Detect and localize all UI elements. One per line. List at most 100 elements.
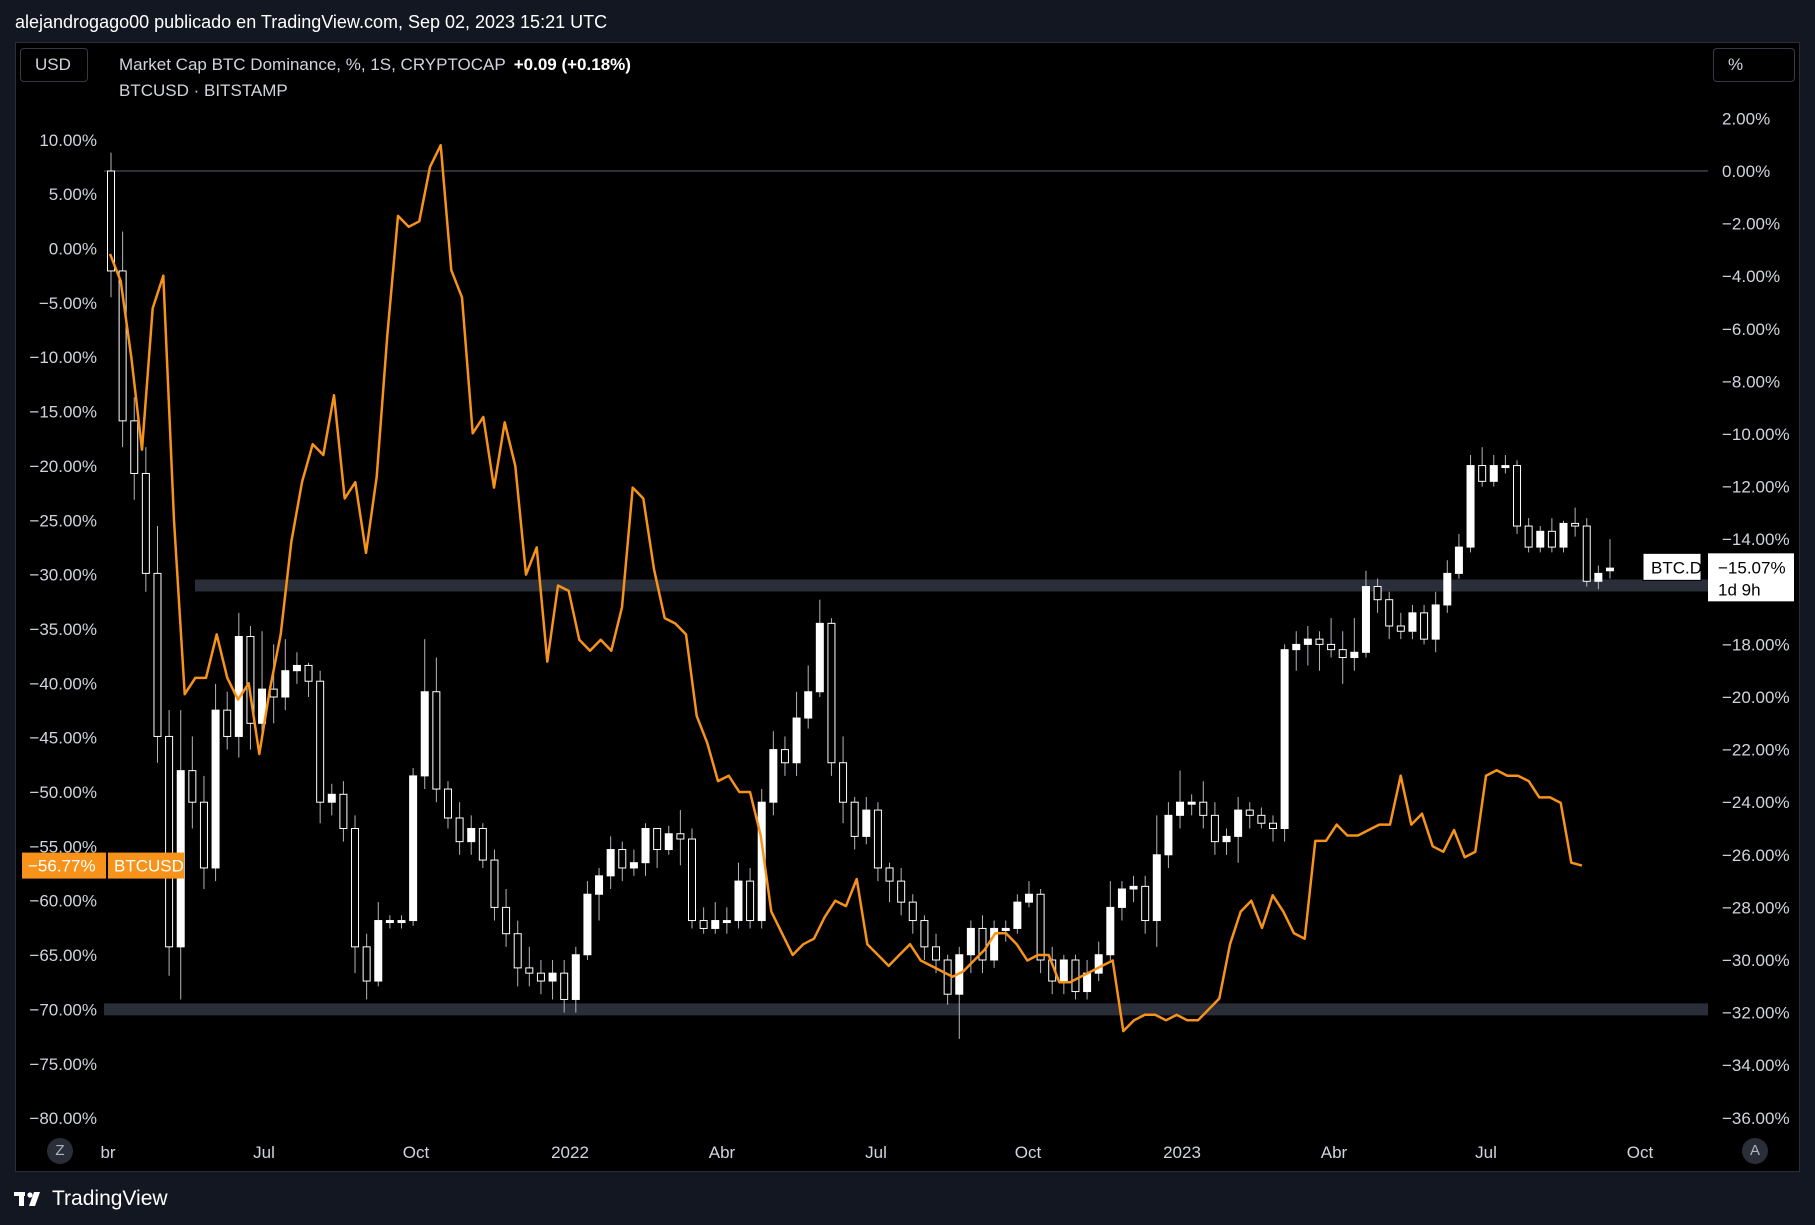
candle	[211, 683, 220, 882]
candle-body	[467, 828, 476, 843]
candle	[281, 639, 290, 711]
candle-body	[1466, 465, 1475, 548]
currency-button[interactable]: USD	[20, 48, 88, 82]
candle	[362, 933, 371, 1000]
candle-body	[1117, 888, 1126, 908]
candle	[1524, 518, 1533, 553]
candle-body	[1222, 835, 1231, 843]
left-axis-tick: −20.00%	[29, 457, 97, 476]
candle	[839, 736, 848, 824]
scale-mode-label: %	[1728, 55, 1744, 74]
btcd-name-label: BTC.D	[1651, 558, 1702, 577]
candle-body	[1594, 572, 1603, 582]
candle-body	[839, 762, 848, 803]
candle-body	[606, 849, 615, 877]
candle-body	[920, 920, 929, 948]
candle-body	[351, 828, 360, 948]
btcusd-price-value: −56.77%	[28, 857, 96, 876]
tradingview-logo[interactable]: TradingView	[14, 1186, 168, 1212]
candle	[1489, 455, 1498, 487]
candle-body	[292, 664, 301, 672]
candle-body	[304, 664, 313, 682]
candle	[1582, 518, 1591, 587]
timezone-toggle[interactable]: Z	[47, 1138, 73, 1164]
candle-body	[397, 920, 406, 924]
candle	[1129, 875, 1138, 903]
right-axis-tick: −14.00%	[1722, 530, 1790, 549]
candle-body	[641, 828, 650, 864]
candle-body	[1001, 927, 1010, 931]
candle	[1187, 794, 1196, 816]
candle	[118, 231, 127, 448]
candle-body	[827, 622, 836, 764]
left-axis-tick: −55.00%	[29, 837, 97, 856]
btcd-name-tag	[1642, 552, 1702, 581]
left-axis-tick: −45.00%	[29, 729, 97, 748]
candle	[780, 736, 789, 776]
candle	[1024, 881, 1033, 908]
chart-legend: Market Cap BTC Dominance, %, 1S, CRYPTOC…	[119, 52, 631, 104]
candle	[1605, 539, 1614, 579]
candle	[153, 526, 162, 763]
candle-body	[746, 880, 755, 922]
candle	[1513, 460, 1522, 534]
scale-mode-button[interactable]: %	[1713, 48, 1795, 82]
candle-body	[478, 828, 487, 861]
candle-body	[269, 688, 278, 698]
candle	[1059, 954, 1068, 995]
candle	[955, 946, 964, 1039]
candle-body	[1396, 625, 1405, 632]
candle	[327, 783, 336, 816]
candle-body	[165, 735, 174, 948]
candle-body	[1431, 604, 1440, 640]
candle-body	[1327, 643, 1336, 651]
candle	[199, 775, 208, 889]
candle-body	[1164, 814, 1173, 856]
candle-body	[780, 749, 789, 764]
right-axis-tick: −2.00%	[1722, 215, 1780, 234]
candle	[583, 881, 592, 960]
candle-body	[1361, 586, 1370, 653]
left-axis-tick: −30.00%	[29, 566, 97, 585]
candle-body	[1338, 649, 1347, 659]
candle-body	[943, 959, 952, 995]
candle	[897, 867, 906, 916]
auto-scale-toggle[interactable]: A	[1742, 1138, 1768, 1164]
legend-overlay-title: BTCUSD · BITSTAMP	[119, 81, 288, 100]
candle	[1559, 520, 1568, 553]
candle	[990, 920, 999, 968]
candle-body	[432, 691, 441, 790]
right-axis-tick: −18.00%	[1722, 635, 1790, 654]
candle-body	[1024, 893, 1033, 903]
candle	[1292, 631, 1301, 671]
candle-body	[420, 691, 429, 777]
candle-body	[734, 880, 743, 922]
left-axis-tick: −5.00%	[39, 294, 97, 313]
candle	[1152, 815, 1161, 947]
candle	[107, 152, 115, 298]
right-axis-tick: −20.00%	[1722, 688, 1790, 707]
candle-body	[1210, 814, 1219, 843]
x-axis-tick: Abr	[1321, 1143, 1348, 1162]
candle	[1257, 807, 1266, 829]
candle	[1013, 894, 1022, 934]
candle	[165, 710, 174, 976]
legend-main-row[interactable]: Market Cap BTC Dominance, %, 1S, CRYPTOC…	[119, 52, 631, 78]
tradingview-brand: TradingView	[52, 1187, 168, 1210]
x-axis-tick: Oct	[1627, 1143, 1654, 1162]
candle-body	[688, 838, 696, 922]
candle	[478, 823, 487, 868]
candle	[502, 888, 511, 947]
right-axis-tick: −22.00%	[1722, 741, 1790, 760]
btcd-price-tag	[1708, 553, 1794, 602]
candle-body	[711, 920, 720, 929]
legend-overlay-row[interactable]: BTCUSD · BITSTAMP	[119, 78, 631, 104]
candle	[978, 915, 987, 974]
candle	[641, 823, 650, 876]
candle	[455, 802, 464, 855]
btcusd-line	[108, 143, 1583, 1033]
candle	[792, 691, 801, 776]
candle	[1466, 455, 1475, 553]
candle	[734, 862, 743, 929]
